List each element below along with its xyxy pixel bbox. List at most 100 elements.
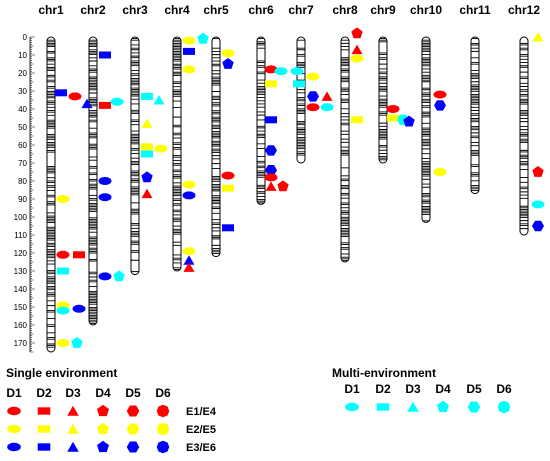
qtl-marker-ellipse — [56, 195, 70, 203]
chromosome-body — [173, 37, 181, 271]
qtl-marker-ellipse — [72, 304, 86, 313]
qtl-marker-triangle — [141, 188, 153, 199]
marker-group — [55, 27, 545, 348]
legend-single-pentagon — [97, 422, 109, 435]
legend-single-ellipse — [7, 442, 21, 452]
legend-single-pentagon — [97, 440, 109, 453]
legend-single-ellipse — [7, 406, 21, 416]
qtl-marker-ellipse — [306, 72, 320, 81]
legend-single-octagon — [156, 422, 170, 436]
qtl-marker-ellipse — [221, 49, 235, 58]
legend-single-pentagon — [97, 404, 109, 417]
qtl-marker-ellipse — [110, 97, 124, 106]
marker-bands — [212, 37, 220, 254]
marker-bands — [47, 37, 55, 348]
chromosome-label: chr2 — [80, 3, 106, 17]
legend-multi-column-label: D2 — [375, 382, 391, 396]
scale-tick-label: 170 — [14, 339, 28, 348]
marker-bands — [341, 39, 349, 261]
chromosome-label: chr7 — [288, 3, 314, 17]
qtl-marker-triangle — [532, 32, 544, 42]
chromosome-outline — [296, 36, 306, 164]
legend-single-environment: Single environment D1 D2 D3 D4 D5 D6 E1/E4 E2/… — [6, 366, 217, 454]
legend-multi-title: Multi-environment — [332, 366, 436, 380]
marker-bands — [520, 37, 528, 230]
legend-multi-ellipse — [345, 402, 359, 412]
qtl-marker-pentagon — [113, 270, 125, 282]
chromosome-label: chr5 — [203, 3, 229, 17]
qtl-marker-rect — [99, 101, 111, 109]
scale-tick-label: 120 — [14, 249, 28, 258]
chromosome-body — [212, 37, 220, 257]
legend-single-rect — [37, 425, 51, 433]
qtl-marker-ellipse — [433, 90, 447, 99]
chromosome-chr12: chr12 — [508, 3, 540, 236]
qtl-marker-pentagon — [222, 58, 234, 69]
qtl-marker-ellipse — [56, 250, 70, 259]
legend-single-column-label: D2 — [36, 386, 52, 400]
legend-multi-column-label: D1 — [344, 382, 360, 396]
qtl-marker-hexagon — [434, 100, 446, 111]
legend-single-hexagon — [126, 423, 140, 435]
qtl-marker-rect — [99, 51, 111, 59]
qtl-marker-ellipse — [98, 272, 112, 281]
qtl-marker-rect — [73, 251, 85, 259]
qtl-marker-ellipse — [386, 105, 400, 113]
qtl-marker-ellipse — [56, 306, 70, 315]
chromosome-label: chr10 — [410, 3, 442, 17]
qtl-marker-hexagon — [265, 165, 277, 176]
qtl-marker-rect — [141, 143, 153, 151]
scale-ruler: 0 10 20 30 40 50 60 70 80 90 100 110 120 130 140 150 160… — [14, 33, 35, 353]
legend-single-column-label: D4 — [95, 386, 111, 400]
chromosome-label: chr9 — [370, 3, 396, 17]
qtl-marker-ellipse — [221, 171, 235, 180]
chromosome-body — [379, 37, 387, 163]
chromosome-label: chr6 — [248, 3, 274, 17]
chromosome-body — [341, 37, 349, 262]
legend-multi-column-label: D4 — [435, 382, 451, 396]
chromosome-outline — [46, 36, 56, 353]
qtl-marker-rect — [265, 80, 277, 88]
qtl-marker-hexagon — [307, 91, 319, 102]
scale-tick-label: 20 — [18, 69, 27, 78]
chromosome-outline — [172, 36, 182, 272]
qtl-marker-ellipse — [68, 92, 82, 101]
marker-bands — [89, 37, 97, 324]
qtl-marker-triangle — [183, 262, 195, 272]
scale-tick-label: 110 — [14, 231, 27, 240]
qtl-marker-pentagon — [532, 166, 544, 177]
chromosome-label: chr8 — [332, 3, 358, 17]
chromosome-body — [297, 37, 305, 163]
chromosome-body — [47, 37, 55, 352]
chromosome-label: chr3 — [122, 3, 148, 17]
legend-single-title: Single environment — [6, 366, 117, 380]
legend-single-triangle — [67, 441, 79, 452]
legend-single-column-label: D1 — [6, 386, 22, 400]
chromosome-chr6: chr6 — [248, 3, 274, 205]
qtl-marker-ellipse — [56, 339, 70, 347]
qtl-marker-hexagon — [265, 145, 277, 156]
chromosome-group: chr1 chr2 chr3 chr4 chr5 chr6 chr7 chr8 chr9 chr1… — [38, 3, 540, 353]
qtl-marker-rect — [293, 80, 305, 88]
qtl-marker-pentagon — [197, 32, 209, 44]
qtl-marker-ellipse — [433, 168, 447, 176]
scale-tick-label: 130 — [14, 267, 28, 276]
chromosome-chr8: chr8 — [332, 3, 358, 263]
legend-single-triangle — [67, 405, 79, 416]
marker-bands — [257, 38, 265, 204]
chromosome-label: chr12 — [508, 3, 540, 17]
chromosome-chr2: chr2 — [80, 3, 106, 326]
qtl-marker-ellipse — [290, 67, 304, 76]
qtl-marker-ellipse — [182, 65, 196, 74]
marker-bands — [471, 37, 479, 191]
qtl-marker-pentagon — [277, 180, 289, 192]
scale-tick-label: 40 — [18, 105, 27, 114]
qtl-marker-rect — [222, 224, 234, 232]
chromosome-label: chr11 — [459, 3, 491, 17]
legend-single-rect — [37, 407, 51, 415]
qtl-marker-rect — [57, 267, 69, 275]
qtl-marker-triangle — [81, 98, 93, 109]
legend-row-label: E1/E4 — [186, 406, 217, 418]
chromosome-outline — [421, 36, 431, 223]
qtl-marker-ellipse — [320, 103, 334, 112]
